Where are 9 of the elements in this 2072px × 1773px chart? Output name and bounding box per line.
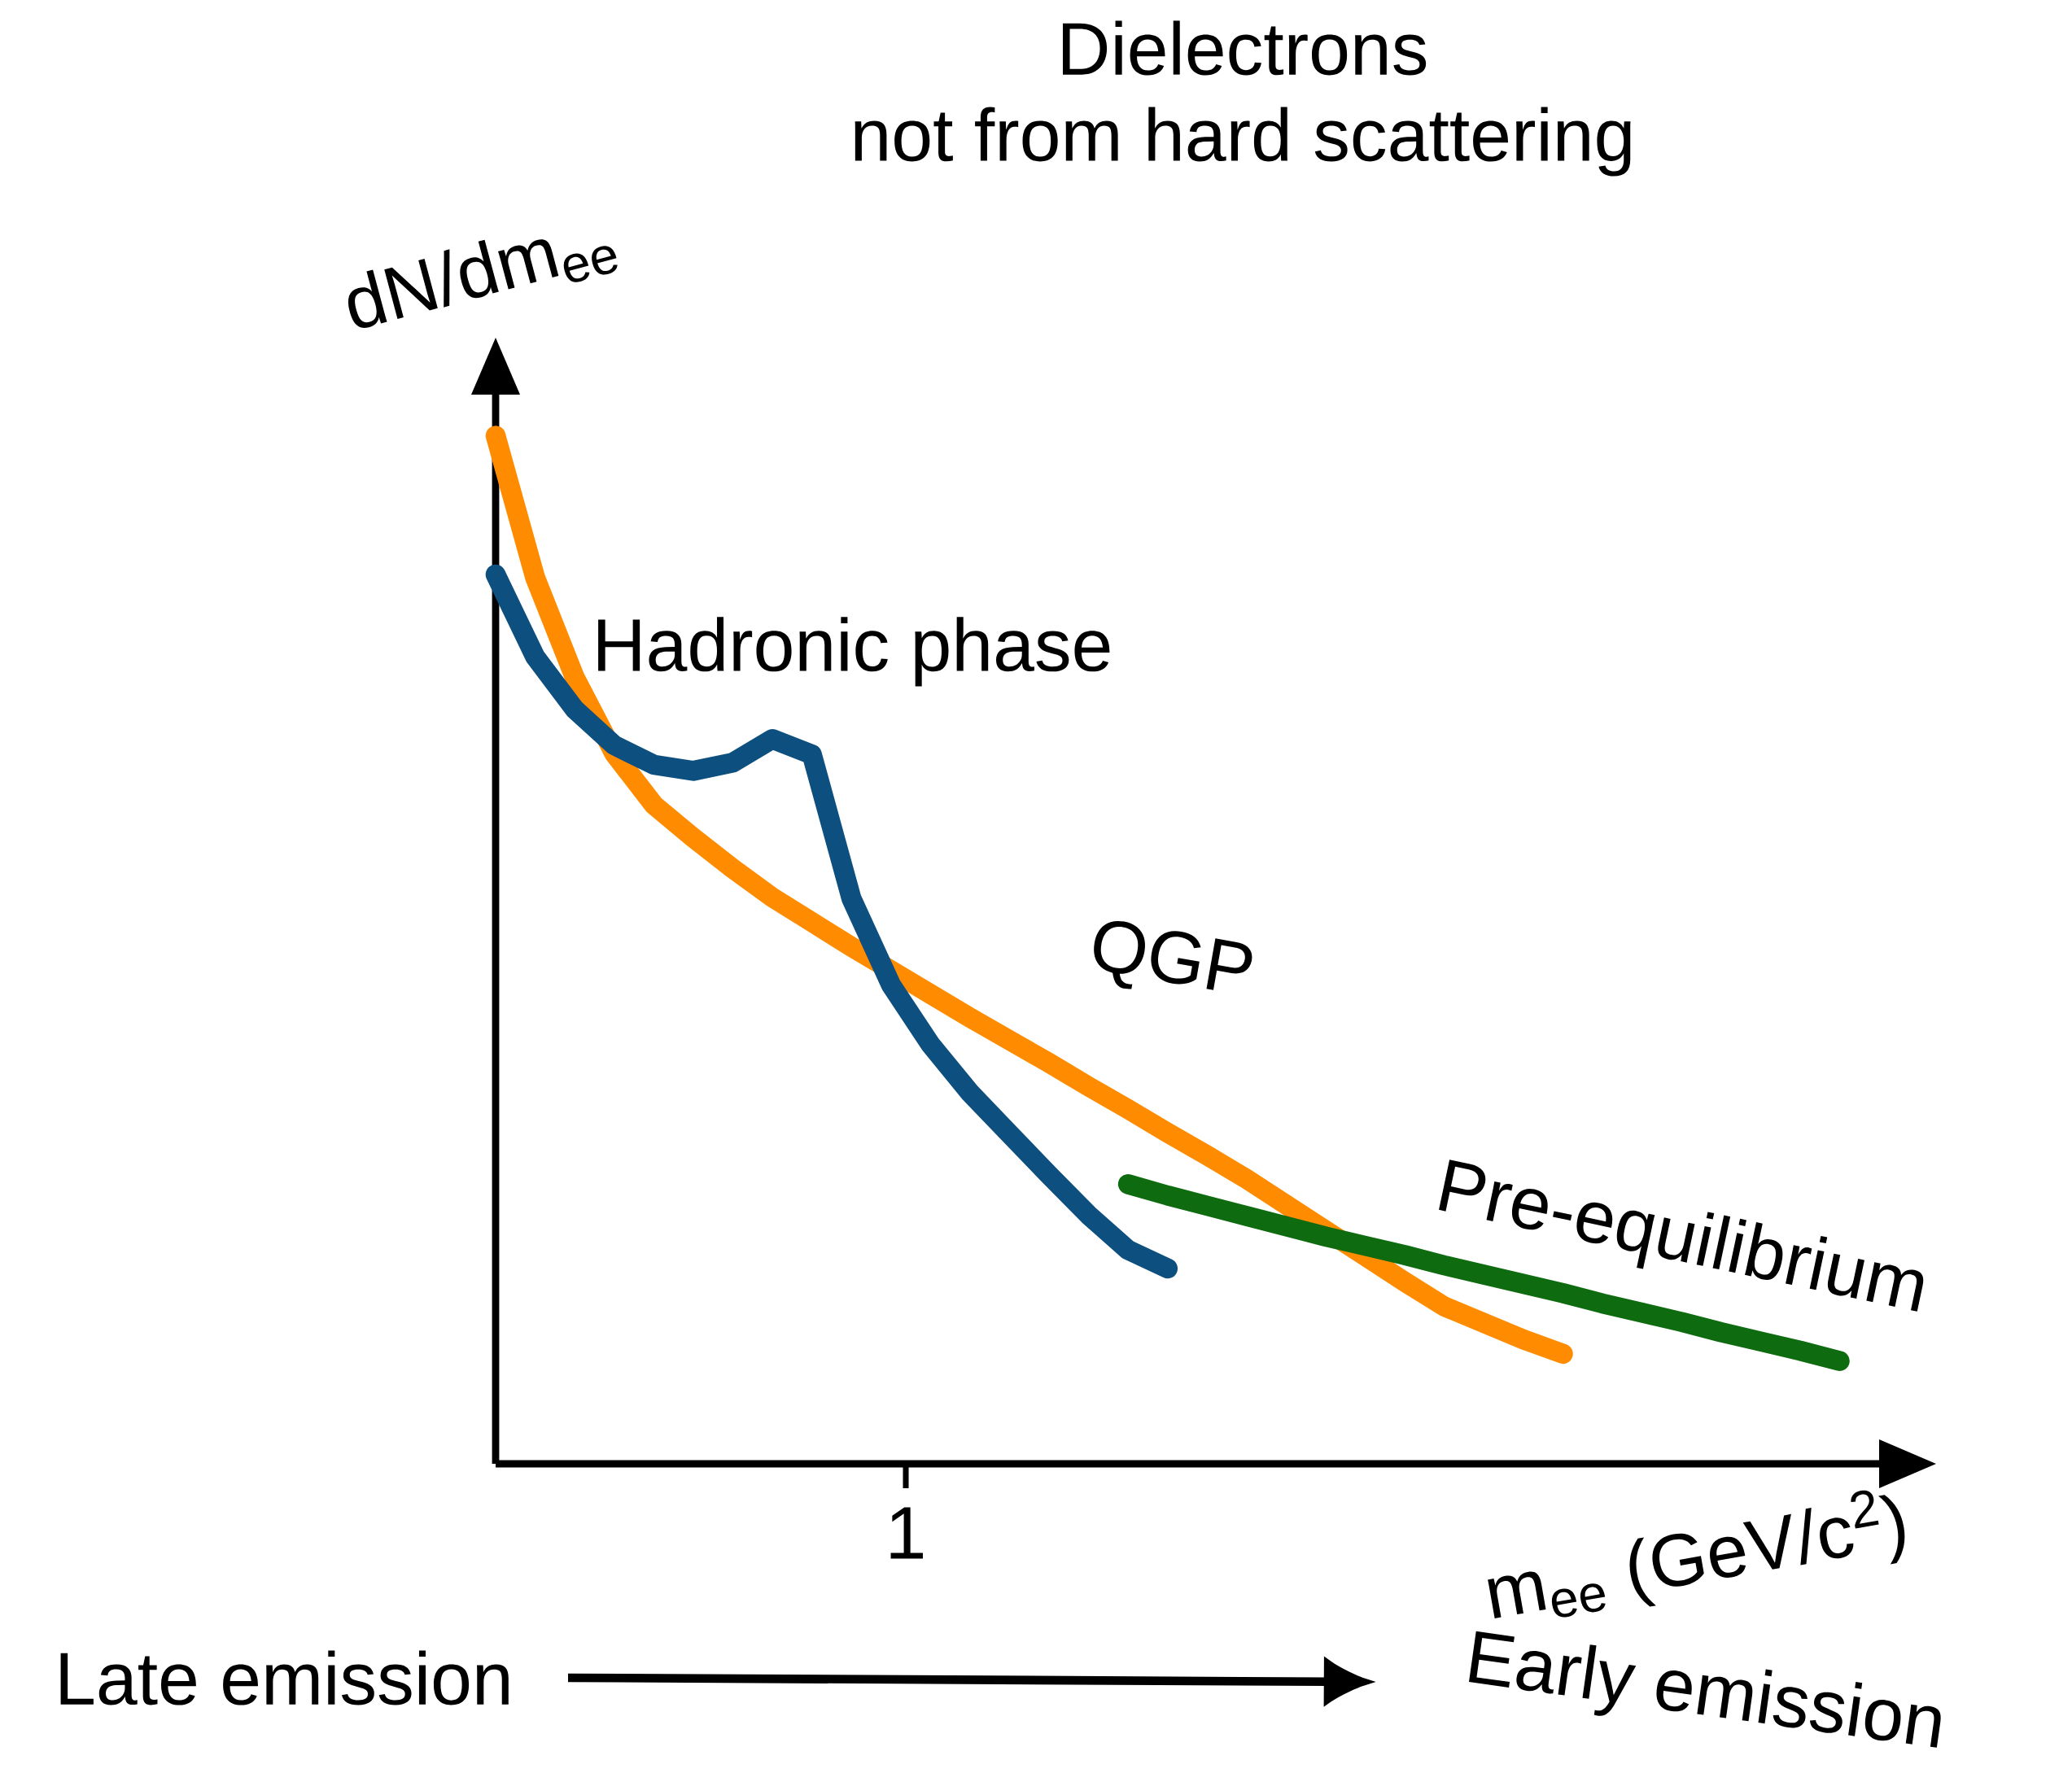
chart-title: Dielectrons [1062,20,1427,76]
chart-subtitle: not from hard scattering [855,107,1631,177]
text: Late emission [60,1650,509,1705]
series-label: Hadronic phase [598,617,1110,687]
y-axis-title: dN/dm$_{ee}$ [348,239,618,329]
x-axis-title: m$_{ee}$ (GeV/c$^{2}$) [1488,1490,1905,1618]
text: Early emission [1469,1631,1941,1748]
text: QGP [1094,920,1252,990]
text: 1 [890,1507,923,1559]
